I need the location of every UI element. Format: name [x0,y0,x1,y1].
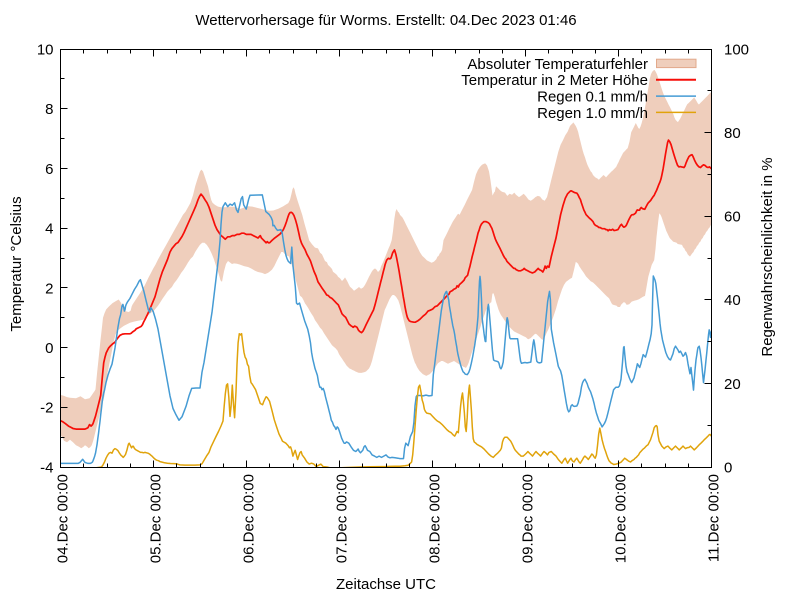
svg-text:0: 0 [45,340,53,357]
svg-text:09.Dec 00:00: 09.Dec 00:00 [519,474,536,563]
svg-text:Temperatur in 2 Meter Höhe: Temperatur in 2 Meter Höhe [461,72,648,89]
svg-text:11.Dec 00:00: 11.Dec 00:00 [705,474,722,562]
svg-text:06.Dec 00:00: 06.Dec 00:00 [240,474,257,563]
svg-text:04.Dec 00:00: 04.Dec 00:00 [54,474,71,563]
svg-text:60: 60 [724,209,741,226]
svg-text:-4: -4 [40,459,53,476]
svg-text:05.Dec 00:00: 05.Dec 00:00 [147,474,164,563]
svg-text:Wettervorhersage für Worms. Er: Wettervorhersage für Worms. Erstellt: 04… [195,12,576,29]
svg-text:80: 80 [724,125,741,142]
svg-text:20: 20 [724,376,741,393]
svg-text:0: 0 [724,459,732,476]
svg-text:Regen 0.1 mm/h: Regen 0.1 mm/h [537,89,648,106]
svg-text:Regen 1.0 mm/h: Regen 1.0 mm/h [537,105,648,122]
svg-text:-2: -2 [40,400,53,417]
svg-text:Temperatur °Celsius: Temperatur °Celsius [8,196,25,331]
svg-text:Regenwahrscheinlichkeit in %: Regenwahrscheinlichkeit in % [759,157,776,356]
svg-text:07.Dec 00:00: 07.Dec 00:00 [333,474,350,563]
svg-text:08.Dec 00:00: 08.Dec 00:00 [426,474,443,563]
svg-text:10: 10 [37,41,54,58]
svg-text:40: 40 [724,292,741,309]
svg-text:Absoluter Temperaturfehler: Absoluter Temperaturfehler [467,56,648,73]
svg-text:2: 2 [45,280,53,297]
svg-text:100: 100 [724,41,749,58]
svg-text:8: 8 [45,101,53,118]
svg-text:10.Dec 00:00: 10.Dec 00:00 [612,474,629,563]
svg-text:Zeitachse UTC: Zeitachse UTC [336,576,436,593]
svg-text:4: 4 [45,221,53,238]
svg-text:6: 6 [45,161,53,178]
